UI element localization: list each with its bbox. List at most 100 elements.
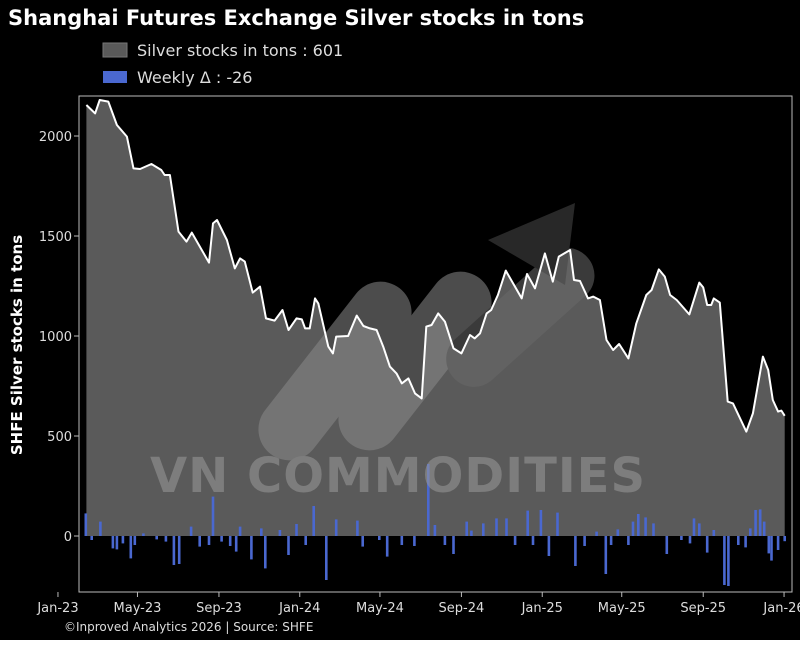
legend-swatch-stocks [102, 42, 128, 58]
x-tick-label: Jan-24 [278, 601, 320, 616]
weekly-delta-bar [378, 536, 381, 540]
weekly-delta-bar [228, 536, 232, 546]
weekly-delta-bar [688, 536, 692, 544]
weekly-delta-bar [531, 536, 535, 545]
weekly-delta-bar [758, 509, 762, 536]
weekly-delta-bar [304, 536, 307, 545]
weekly-delta-bar [220, 536, 223, 542]
x-tick-label: Sep-24 [439, 601, 485, 616]
x-axis: Jan-23 May-23 Sep-23 Jan-24 May-24 Sep-24 Jan-… [36, 592, 800, 616]
weekly-delta-bar [705, 536, 709, 553]
weekly-delta-bar [129, 536, 133, 559]
weekly-delta-bar [164, 536, 168, 542]
weekly-delta-bar [749, 528, 752, 536]
weekly-delta-bar [312, 506, 315, 536]
x-tick-label: Sep-23 [196, 601, 242, 616]
weekly-delta-bar [652, 523, 655, 536]
weekly-delta-bar [465, 521, 468, 536]
watermark-text: VN COMMODITIES [150, 448, 646, 504]
weekly-delta-bar [574, 536, 577, 566]
weekly-delta-bar [115, 536, 119, 550]
weekly-delta-bar [207, 536, 211, 545]
x-tick-label: Jan-26 [762, 601, 800, 616]
legend-label-stocks: Silver stocks in tons : 601 [137, 41, 343, 60]
weekly-delta-bar [762, 521, 766, 536]
weekly-delta-bar [495, 518, 498, 536]
source-note: ©Inproved Analytics 2026 | Source: SHFE [64, 620, 313, 634]
weekly-delta-bar [189, 526, 193, 536]
x-tick-label: May-23 [114, 601, 162, 616]
watermark-logo-arrowhead [488, 203, 575, 285]
weekly-delta-bar [680, 536, 683, 540]
weekly-delta-bar [692, 518, 696, 536]
weekly-delta-bar [295, 524, 298, 536]
weekly-delta-bar [744, 536, 747, 548]
weekly-delta-bar [334, 519, 338, 536]
y-axis: 0 500 1000 1500 2000 [39, 130, 79, 545]
weekly-delta-bar [767, 536, 771, 554]
weekly-delta-bar [737, 536, 740, 545]
weekly-delta-bar [198, 536, 201, 547]
weekly-delta-bar [325, 536, 328, 580]
weekly-delta-bar [754, 510, 757, 536]
weekly-delta-bar [539, 510, 543, 536]
weekly-delta-bar [547, 536, 551, 556]
legend-label-weekly: Weekly Δ : -26 [137, 68, 252, 87]
weekly-delta-bar [250, 536, 253, 560]
y-tick-label: 1500 [39, 230, 72, 245]
weekly-delta-bar [609, 536, 613, 545]
weekly-delta-bar [99, 521, 102, 536]
weekly-delta-bar [278, 530, 282, 536]
watermark-logo-arrow-shaft [446, 247, 595, 387]
weekly-delta-bar [427, 464, 430, 536]
weekly-delta-bar [627, 536, 630, 545]
weekly-delta-bar [526, 510, 529, 536]
y-tick-label: 0 [64, 530, 72, 545]
watermark: VN COMMODITIES [150, 203, 646, 504]
weekly-delta-bar [413, 536, 416, 546]
weekly-delta-bar [356, 520, 359, 536]
weekly-delta-bar [470, 530, 473, 536]
weekly-delta-bar [482, 523, 485, 536]
weekly-delta-bar [616, 529, 620, 536]
weekly-delta-bar [631, 521, 635, 536]
x-tick-label: May-25 [598, 601, 646, 616]
weekly-delta-bar [783, 536, 786, 542]
weekly-delta-bar [433, 525, 437, 536]
weekly-delta-bar [400, 536, 404, 545]
weekly-delta-bar [260, 528, 263, 536]
stocks-line [85, 99, 786, 433]
weekly-delta-bar [121, 536, 125, 544]
weekly-delta-bar [172, 536, 176, 565]
weekly-delta-bar [637, 514, 640, 536]
y-tick-label: 500 [47, 430, 72, 445]
x-tick-label: May-24 [356, 601, 404, 616]
weekly-delta-bar [234, 536, 238, 552]
chart-title: Shanghai Futures Exchange Silver stocks … [8, 6, 584, 30]
weekly-delta-bar [133, 536, 137, 545]
weekly-delta-bar [84, 513, 88, 536]
weekly-delta-bar [211, 496, 215, 536]
weekly-delta-bar [698, 523, 701, 536]
weekly-delta-bar [665, 536, 669, 554]
weekly-delta-bar [287, 536, 290, 555]
weekly-delta-bar [177, 536, 181, 564]
weekly-delta-bar [142, 533, 145, 536]
weekly-delta-bar [452, 536, 455, 554]
weekly-delta-bar [583, 536, 586, 546]
plot-frame [78, 95, 793, 593]
weekly-delta-bar [770, 536, 773, 561]
weekly-delta-bar [385, 536, 389, 557]
y-axis-label: SHFE Silver stocks in tons [8, 235, 26, 455]
weekly-delta-bar [90, 536, 93, 540]
weekly-delta-bar [264, 536, 267, 569]
weekly-delta-bar [604, 536, 608, 574]
x-tick-label: Jan-23 [36, 601, 78, 616]
legend: Silver stocks in tons : 601 Weekly Δ : -… [102, 41, 343, 87]
watermark-logo-pill [338, 271, 492, 451]
weekly-delta-bar [723, 536, 726, 585]
weekly-delta-bar [595, 531, 598, 536]
weekly-delta-bar [712, 530, 716, 536]
